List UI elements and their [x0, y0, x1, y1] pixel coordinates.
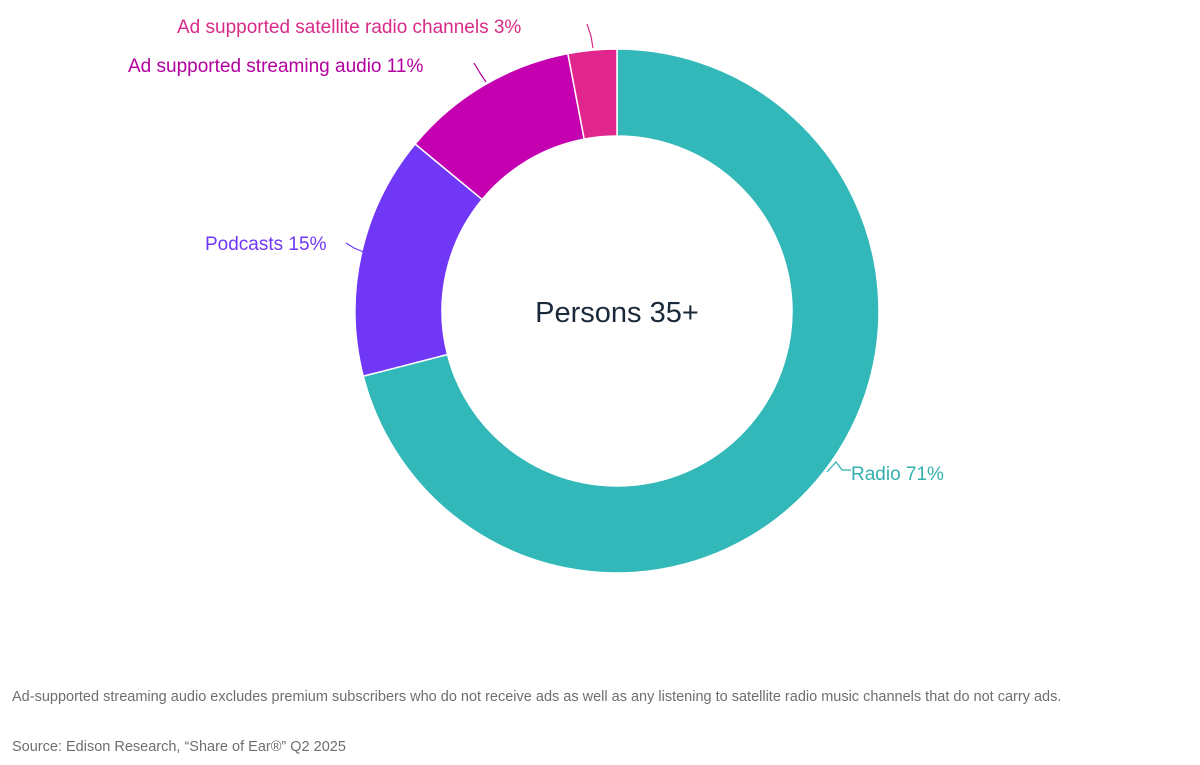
leader-line-ad-supported-streaming-audio: [473, 62, 487, 83]
slice-labels: Radio 71% Podcasts 15% Ad supported stream…: [128, 17, 944, 485]
donut-slices: [354, 48, 880, 574]
label-leader-lines: [345, 23, 851, 473]
slice-label-radio: Radio 71%: [851, 464, 944, 485]
slice-ad-supported-satellite-radio-channels: [567, 48, 618, 140]
footnote: Ad-supported streaming audio excludes pr…: [12, 689, 1062, 705]
slice-label-ad-supported-satellite-radio-channels: Ad supported satellite radio channels 3%: [177, 17, 521, 38]
slice-label-ad-supported-streaming-audio: Ad supported streaming audio 11%: [128, 56, 423, 77]
center-label: Persons 35+: [535, 297, 699, 329]
slice-label-podcasts: Podcasts 15%: [205, 234, 327, 255]
leader-line-podcasts: [345, 242, 367, 254]
leader-line-radio: [826, 461, 851, 473]
leader-line-ad-supported-satellite-radio-channels: [586, 23, 594, 49]
slice-radio: [362, 48, 880, 574]
donut-chart: Radio 71% Podcasts 15% Ad supported stream…: [128, 17, 944, 574]
source-note: Source: Edison Research, “Share of Ear®”…: [12, 739, 346, 755]
